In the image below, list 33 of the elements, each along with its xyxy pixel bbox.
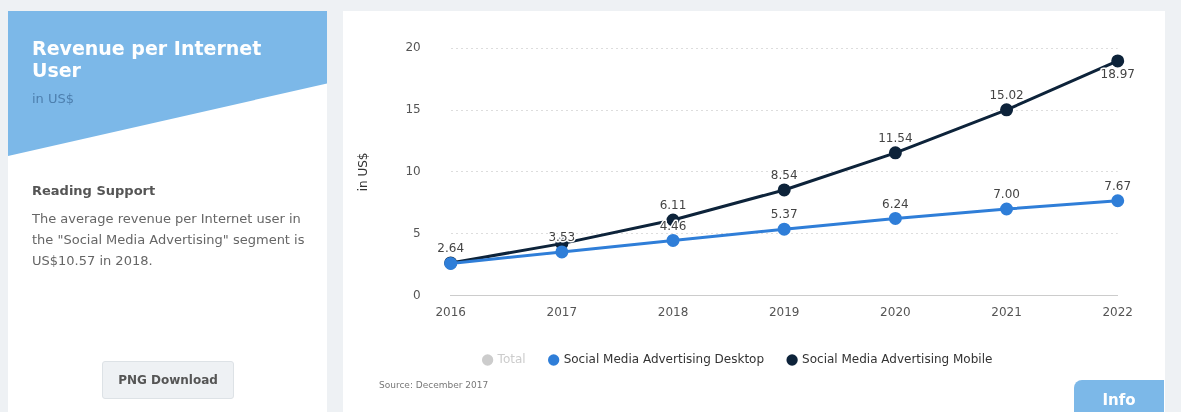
x-tick-label: 2021 (991, 304, 1022, 319)
data-label: 15.02 (989, 87, 1024, 102)
data-label: 8.54 (770, 168, 798, 183)
y-tick-label: 10 (405, 164, 421, 179)
y-tick-label: 15 (405, 102, 421, 117)
text: The average revenue per Internet user in the "Social Media Advertising" segment is US$10.57 in 2018. (32, 210, 306, 270)
data-label: 5.37 (770, 207, 798, 222)
data-label: 11.54 (878, 130, 913, 145)
data-label: 18.97 (1100, 67, 1135, 82)
text: PNG Download (102, 361, 234, 399)
text: in US$ (32, 91, 75, 106)
source-note: Source: December 2017 (379, 380, 489, 390)
data-label: 7.67 (1104, 178, 1132, 193)
y-axis-title: in US$ (356, 152, 371, 192)
text: Info (1074, 380, 1164, 412)
data-label: 4.46 (659, 218, 687, 233)
x-tick-label: 2018 (657, 304, 689, 319)
x-tick-label: 2022 (1102, 304, 1133, 319)
y-tick-label: 0 (413, 287, 421, 302)
data-label: 7.00 (993, 187, 1020, 202)
y-tick-label: 20 (405, 40, 421, 55)
legend-label: Social Media Advertising Mobile (802, 352, 993, 367)
x-tick-label: 2019 (768, 304, 800, 319)
x-tick-label: 2017 (546, 304, 578, 319)
text: Reading Support (32, 183, 156, 198)
data-label: 6.24 (882, 196, 909, 211)
x-tick-label: 2020 (880, 304, 911, 319)
legend-label: Social Media Advertising Desktop (563, 352, 765, 367)
y-tick-label: 5 (413, 225, 421, 240)
data-label: 6.11 (659, 198, 687, 213)
data-label: 2.64 (437, 241, 465, 256)
x-tick-label: 2016 (435, 304, 466, 319)
text: Revenue per Internet User (32, 37, 263, 81)
